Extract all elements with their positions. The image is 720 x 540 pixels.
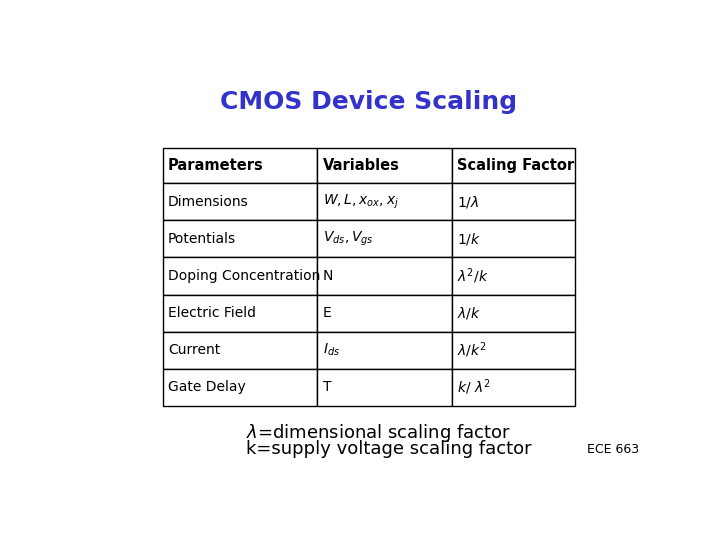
FancyBboxPatch shape [163,148,318,183]
FancyBboxPatch shape [318,183,451,220]
Text: E: E [323,306,332,320]
Text: Dimensions: Dimensions [168,195,249,209]
Text: $1/\lambda$: $1/\lambda$ [457,194,480,210]
FancyBboxPatch shape [451,220,575,258]
Text: $k/\ \lambda^2$: $k/\ \lambda^2$ [457,377,491,397]
Text: Current: Current [168,343,220,357]
Text: Potentials: Potentials [168,232,236,246]
FancyBboxPatch shape [451,294,575,332]
FancyBboxPatch shape [163,220,318,258]
Text: Doping Concentration: Doping Concentration [168,269,320,283]
FancyBboxPatch shape [451,369,575,406]
Text: Electric Field: Electric Field [168,306,256,320]
Text: Gate Delay: Gate Delay [168,380,246,394]
FancyBboxPatch shape [163,294,318,332]
FancyBboxPatch shape [163,369,318,406]
FancyBboxPatch shape [163,258,318,294]
FancyBboxPatch shape [318,220,451,258]
FancyBboxPatch shape [318,148,451,183]
FancyBboxPatch shape [451,148,575,183]
Text: ECE 663: ECE 663 [587,443,639,456]
FancyBboxPatch shape [451,258,575,294]
Text: CMOS Device Scaling: CMOS Device Scaling [220,90,518,114]
Text: T: T [323,380,331,394]
Text: $\lambda$=dimensional scaling factor: $\lambda$=dimensional scaling factor [246,422,511,444]
Text: N: N [323,269,333,283]
FancyBboxPatch shape [318,369,451,406]
Text: $\lambda/k^2$: $\lambda/k^2$ [457,340,487,360]
Text: Scaling Factor: Scaling Factor [457,158,575,173]
Text: k=supply voltage scaling factor: k=supply voltage scaling factor [246,441,532,458]
Text: $V_{ds},V_{gs}$: $V_{ds},V_{gs}$ [323,230,374,248]
FancyBboxPatch shape [318,332,451,369]
FancyBboxPatch shape [451,332,575,369]
Text: $I_{ds}$: $I_{ds}$ [323,342,340,359]
Text: $\lambda^2/k$: $\lambda^2/k$ [457,266,489,286]
Text: Variables: Variables [323,158,400,173]
FancyBboxPatch shape [163,183,318,220]
Text: $\lambda/k$: $\lambda/k$ [457,305,481,321]
Text: $1/k$: $1/k$ [457,231,481,247]
FancyBboxPatch shape [451,183,575,220]
Text: $W,L,x_{ox},x_j$: $W,L,x_{ox},x_j$ [323,193,399,211]
Text: Parameters: Parameters [168,158,264,173]
FancyBboxPatch shape [318,258,451,294]
FancyBboxPatch shape [163,332,318,369]
FancyBboxPatch shape [318,294,451,332]
